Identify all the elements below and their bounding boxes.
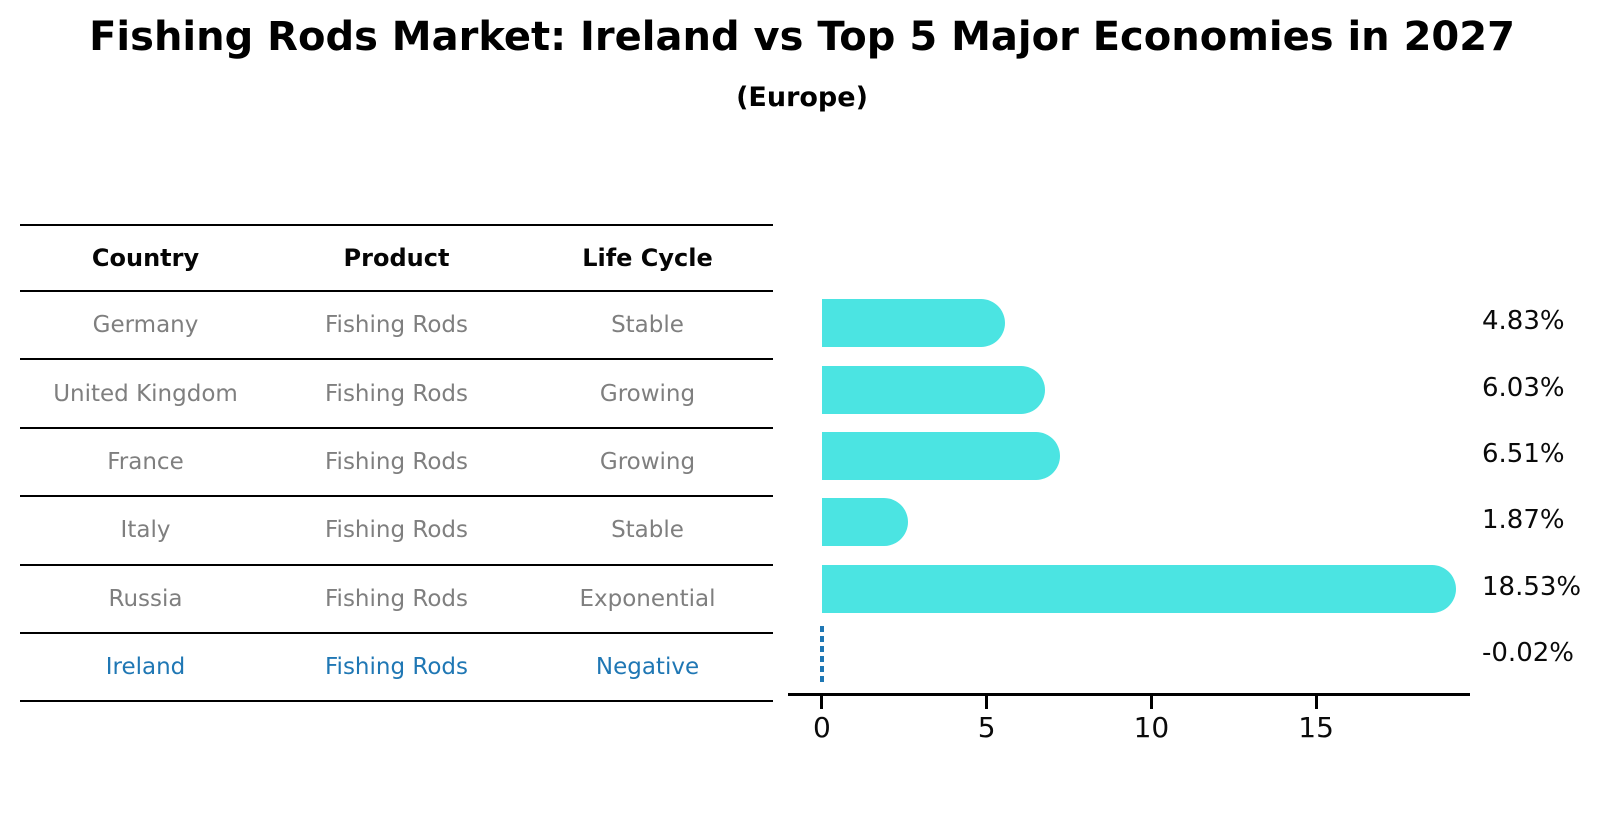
value-label-united-kingdom: 6.03% bbox=[1482, 372, 1565, 403]
bar-united-kingdom bbox=[821, 365, 1045, 414]
value-label-russia: 18.53% bbox=[1482, 571, 1582, 602]
cell-lifecycle: Negative bbox=[595, 654, 700, 681]
value-label-germany: 4.83% bbox=[1482, 306, 1565, 337]
cell-product: Fishing Rods bbox=[325, 585, 468, 612]
x-tick-label: 10 bbox=[1133, 710, 1170, 744]
cell-product: Fishing Rods bbox=[325, 380, 468, 407]
table-row: Germany Fishing Rods Stable bbox=[20, 292, 773, 361]
zero-dashed-line-ireland bbox=[819, 626, 824, 685]
cell-lifecycle: Growing bbox=[599, 380, 696, 407]
column-header-lifecycle: Life Cycle bbox=[582, 244, 713, 272]
table-header-row: Country Product Life Cycle bbox=[20, 224, 773, 292]
cell-product: Fishing Rods bbox=[325, 312, 468, 339]
column-header-product: Product bbox=[343, 244, 450, 272]
cell-country: United Kingdom bbox=[53, 380, 238, 407]
table-row: France Fishing Rods Growing bbox=[20, 429, 773, 498]
cell-lifecycle: Growing bbox=[599, 448, 696, 475]
chart-title: Fishing Rods Market: Ireland vs Top 5 Ma… bbox=[89, 14, 1515, 60]
x-tick-label: 5 bbox=[977, 710, 996, 744]
x-tick-label: 15 bbox=[1298, 710, 1334, 744]
table-row: Russia Fishing Rods Exponential bbox=[20, 566, 773, 634]
cell-product: Fishing Rods bbox=[325, 448, 468, 475]
cell-lifecycle: Exponential bbox=[579, 585, 716, 612]
cell-product: Fishing Rods bbox=[325, 654, 468, 681]
value-label-ireland: -0.02% bbox=[1482, 638, 1574, 669]
cell-lifecycle: Stable bbox=[611, 312, 684, 339]
x-tick-mark bbox=[820, 696, 824, 709]
x-tick-mark bbox=[1314, 696, 1318, 709]
cell-country: Ireland bbox=[105, 654, 186, 681]
value-label-italy: 1.87% bbox=[1482, 505, 1565, 536]
bar-russia bbox=[821, 564, 1457, 613]
cell-country: France bbox=[107, 448, 184, 475]
table-row: Ireland Fishing Rods Negative bbox=[20, 634, 773, 703]
table-row: Italy Fishing Rods Stable bbox=[20, 497, 773, 566]
x-tick-mark bbox=[985, 696, 989, 709]
cell-country: Germany bbox=[92, 312, 199, 339]
column-header-country: Country bbox=[91, 244, 200, 272]
x-axis-line bbox=[788, 692, 1470, 696]
cell-product: Fishing Rods bbox=[325, 517, 468, 544]
cell-lifecycle: Stable bbox=[611, 517, 684, 544]
x-tick-mark bbox=[1149, 696, 1153, 709]
cell-country: Russia bbox=[108, 585, 183, 612]
bar-germany bbox=[821, 299, 1006, 348]
country-table: Country Product Life Cycle Germany Fishi… bbox=[20, 224, 773, 703]
bar-france bbox=[821, 432, 1061, 480]
value-label-france: 6.51% bbox=[1482, 439, 1565, 469]
table-body: Germany Fishing Rods Stable United Kingd… bbox=[20, 292, 773, 703]
x-tick-label: 0 bbox=[813, 710, 831, 744]
table-row: United Kingdom Fishing Rods Growing bbox=[20, 360, 773, 429]
bar-italy bbox=[821, 498, 908, 547]
chart-subtitle: (Europe) bbox=[736, 82, 868, 113]
cell-country: Italy bbox=[120, 517, 171, 544]
